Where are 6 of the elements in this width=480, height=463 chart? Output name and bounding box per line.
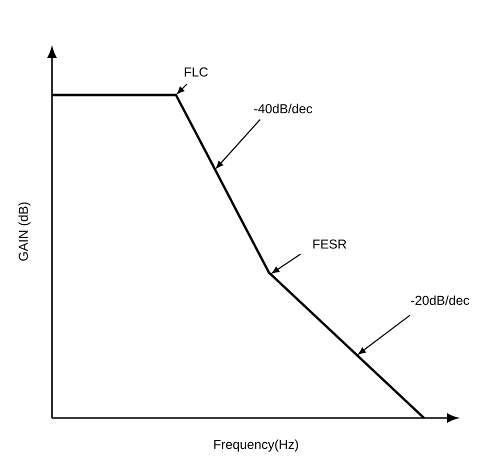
annotation: FESR bbox=[313, 240, 346, 249]
y-axis-title: GAIN (dB) bbox=[18, 202, 30, 261]
text: FLC bbox=[184, 67, 208, 77]
x-axis-title: Frequency(Hz) bbox=[214, 440, 298, 452]
annotation: -40dB/dec bbox=[254, 104, 312, 114]
annotation: -20dB/dec bbox=[411, 295, 470, 305]
